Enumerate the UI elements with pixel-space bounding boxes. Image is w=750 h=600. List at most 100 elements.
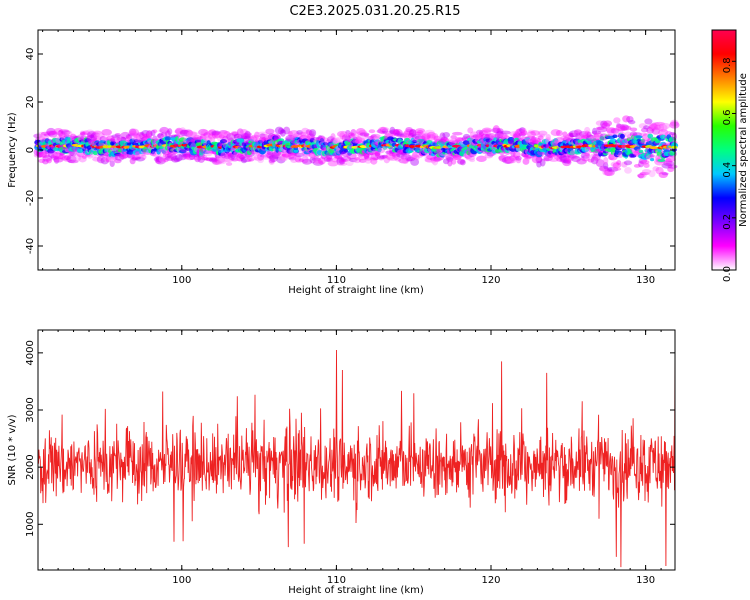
spectrogram-cell [595, 159, 605, 168]
spectrogram-cell [492, 125, 500, 134]
spectrogram-cell [221, 131, 230, 135]
spectrogram-cell [668, 136, 677, 143]
spectrogram-cell [424, 155, 435, 162]
spectrogram-cell [203, 132, 211, 138]
spectrogram-cell [661, 172, 669, 176]
spectrogram-cell [543, 157, 550, 162]
snr-x-tick-label: 100 [172, 575, 191, 586]
spectrogram-cell [174, 129, 184, 134]
spectrogram-cell [288, 130, 300, 139]
spectrogram-cell [596, 140, 604, 146]
spectrogram-cell [563, 159, 571, 164]
spectrogram-cell [363, 153, 370, 160]
spectrogram-cell [586, 131, 592, 139]
spectrogram-cell [349, 157, 358, 163]
spectrogram-cell [522, 158, 530, 165]
spectrogram-cell [79, 131, 86, 137]
spectrogram-cell [101, 136, 109, 142]
spectrogram-cell [199, 151, 204, 157]
spectrogram-cell [231, 158, 239, 162]
spectrogram-cell [410, 158, 420, 166]
spectrogram-y-tick-label: -20 [25, 190, 36, 206]
spectrogram-cell [472, 134, 484, 139]
spectrogram-cell [640, 138, 646, 143]
spectrogram-cell [651, 127, 661, 135]
spectrogram-cell [396, 152, 408, 158]
spectrogram-cell [233, 133, 240, 139]
spectrogram-cell [507, 136, 515, 143]
spectrogram-cell [287, 152, 297, 160]
spectrogram-cell [178, 153, 187, 161]
spectrogram-cell [584, 126, 591, 134]
spectrogram-cell [93, 133, 105, 139]
spectrogram-cell [208, 134, 217, 140]
spectrogram-cell [72, 154, 82, 162]
spectrogram-cell [66, 155, 77, 164]
spectrogram-cell [87, 132, 93, 140]
spectrogram-cell [389, 129, 400, 135]
spectrogram-cell [639, 171, 647, 179]
colorbar-tick-label: 0.4 [722, 162, 733, 178]
spectrogram-cell [661, 142, 669, 146]
spectrogram-cell [84, 138, 92, 144]
spectrogram-cell [482, 129, 492, 133]
spectrogram-cell [294, 131, 305, 136]
spectrogram-cell [478, 132, 485, 137]
spectrogram-cell [53, 153, 64, 157]
spectrogram-cell [186, 137, 194, 142]
spectrogram-cell [87, 131, 97, 139]
spectrogram-x-tick-label: 100 [172, 275, 191, 286]
snr-y-tick-label: 1000 [25, 512, 36, 537]
colorbar-gradient [711, 29, 737, 271]
spectrogram-cell [555, 152, 567, 161]
spectrogram-cell [643, 125, 651, 130]
spectrogram-cell [174, 127, 184, 135]
spectrogram-cell [397, 149, 403, 154]
spectrogram-cell [187, 131, 197, 138]
spectrogram-cell [519, 130, 526, 136]
spectrogram-cell [300, 131, 307, 137]
spectrogram-cell [356, 137, 366, 144]
spectrogram-cell [571, 155, 582, 163]
spectrogram-cell [366, 151, 374, 156]
spectrogram-cell [318, 156, 326, 165]
spectrogram-cell [114, 132, 121, 137]
spectrogram-cell [158, 129, 167, 133]
spectrogram-peak [671, 145, 678, 149]
spectrogram-cell [640, 127, 649, 133]
spectrogram-cell [58, 129, 70, 133]
spectrogram-cell [610, 128, 620, 134]
spectrogram-cell [380, 127, 390, 132]
spectrogram-cell [40, 131, 50, 136]
spectrogram-cell [325, 157, 333, 162]
spectrogram-cell [550, 129, 561, 137]
spectrogram-cell [175, 136, 180, 142]
spectrogram-cell [66, 130, 73, 138]
spectrogram-cell [616, 123, 622, 129]
spectrogram-cell [336, 158, 345, 164]
spectrogram-cell [495, 132, 504, 137]
spectrogram-cell [203, 157, 214, 161]
spectrogram-cell [377, 126, 389, 135]
spectrogram-cell [50, 154, 59, 160]
spectrogram-cell [257, 131, 268, 135]
spectrogram-x-tick-label: 130 [636, 275, 655, 286]
spectrogram-cell [416, 130, 424, 136]
spectrogram-cell [222, 135, 229, 143]
spectrogram-cell [141, 133, 150, 139]
spectrogram-cell [260, 150, 265, 155]
spectrogram-cell [111, 134, 121, 138]
spectrogram-cell [603, 161, 609, 170]
spectrogram-cell [393, 128, 403, 137]
spectrogram-cell [455, 137, 467, 142]
spectrogram-cell [395, 130, 401, 135]
spectrogram-cell [370, 134, 377, 138]
spectrogram-cell [105, 156, 112, 163]
spectrogram-cell [199, 154, 208, 159]
spectrogram-cell [435, 157, 443, 162]
spectrogram-cell [146, 138, 152, 143]
snr-y-tick-label: 4000 [25, 340, 36, 365]
spectrogram-cell [649, 154, 655, 158]
spectrogram-cell [624, 166, 632, 174]
spectrogram-cell [431, 132, 439, 140]
